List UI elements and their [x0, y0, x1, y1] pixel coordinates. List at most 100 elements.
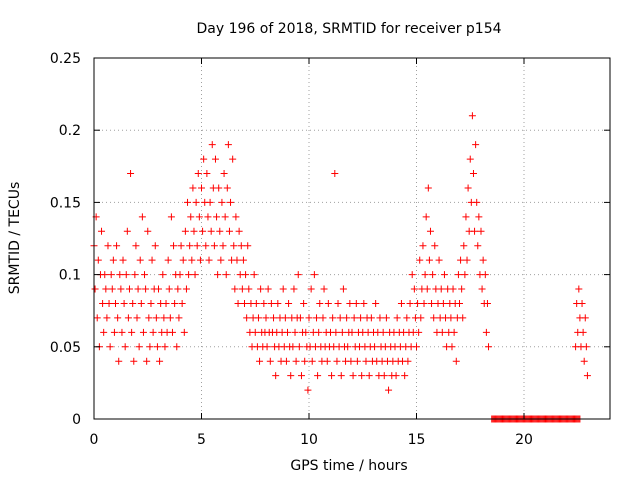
data-point: [313, 314, 321, 322]
data-point: [262, 314, 270, 322]
data-point: [133, 314, 141, 322]
data-point: [125, 285, 133, 293]
data-point: [420, 299, 428, 307]
data-point: [244, 242, 252, 250]
data-point: [124, 314, 132, 322]
data-point: [181, 227, 189, 235]
grid-layer: [94, 58, 610, 419]
data-point: [460, 242, 468, 250]
data-point: [241, 299, 248, 307]
data-point: [218, 198, 226, 206]
data-point: [439, 299, 447, 307]
data-point: [450, 328, 458, 336]
data-point: [196, 256, 204, 264]
data-point: [132, 242, 140, 250]
data-point: [252, 299, 260, 307]
data-point: [207, 227, 215, 235]
data-point: [471, 227, 479, 235]
data-point: [452, 357, 460, 365]
data-point: [403, 314, 411, 322]
data-point: [127, 170, 135, 178]
data-point: [148, 256, 156, 264]
data-point: [580, 357, 588, 365]
data-point: [344, 343, 352, 351]
data-point: [414, 299, 422, 307]
data-point: [214, 271, 222, 279]
data-point: [583, 372, 591, 380]
data-point: [284, 328, 291, 336]
data-point: [425, 256, 433, 264]
data-point: [128, 328, 136, 336]
x-tick-label: 10: [300, 432, 318, 448]
data-point: [180, 328, 188, 336]
tick-labels-layer: 0 5 10 15 20 0 0.05 0.1 0.15 0.2 0.25: [50, 51, 533, 448]
data-point: [194, 170, 202, 178]
data-point: [204, 213, 212, 221]
data-point: [116, 271, 124, 279]
x-tick-label: 20: [515, 432, 533, 448]
data-point: [186, 242, 194, 250]
data-point: [352, 299, 360, 307]
data-point: [461, 271, 469, 279]
data-point: [211, 155, 219, 163]
data-point: [458, 285, 466, 293]
data-point: [300, 299, 308, 307]
data-point: [473, 198, 481, 206]
data-point: [117, 285, 125, 293]
data-point: [281, 314, 289, 322]
data-point: [463, 256, 471, 264]
data-point: [379, 328, 387, 336]
y-tick-label: 0.05: [50, 340, 81, 356]
data-point: [239, 256, 247, 264]
data-point: [287, 372, 295, 380]
data-point: [195, 213, 203, 221]
data-point: [332, 328, 340, 336]
x-tick-label: 5: [197, 432, 206, 448]
data-point: [234, 299, 242, 307]
data-point: [222, 271, 230, 279]
data-point: [454, 271, 462, 279]
data-point: [110, 328, 118, 336]
data-point: [177, 242, 185, 250]
data-point: [305, 314, 313, 322]
data-point: [483, 299, 491, 307]
data-point: [210, 242, 218, 250]
data-point: [428, 299, 436, 307]
data-point: [360, 299, 368, 307]
data-point: [274, 299, 282, 307]
data-point: [170, 242, 178, 250]
data-point: [101, 271, 109, 279]
data-point: [250, 271, 258, 279]
data-point: [350, 314, 358, 322]
data-point: [323, 357, 331, 365]
data-point: [264, 285, 272, 293]
y-tick-label: 0.1: [59, 268, 81, 284]
data-point: [314, 372, 322, 380]
data-point: [156, 357, 164, 365]
data-point: [308, 357, 316, 365]
data-point: [581, 314, 589, 322]
data-point: [416, 256, 424, 264]
data-point: [191, 271, 199, 279]
data-point: [107, 271, 115, 279]
data-point: [429, 271, 437, 279]
data-point: [104, 242, 112, 250]
data-point: [338, 328, 346, 336]
data-point: [449, 285, 457, 293]
data-point: [130, 357, 138, 365]
data-point: [260, 299, 268, 307]
data-point: [149, 328, 157, 336]
data-point: [243, 314, 251, 322]
data-point: [336, 314, 344, 322]
data-point: [129, 299, 137, 307]
data-point: [112, 299, 119, 307]
data-point: [238, 285, 246, 293]
data-point: [106, 343, 114, 351]
data-point: [137, 299, 145, 307]
data-point: [159, 271, 167, 279]
data-point: [307, 285, 315, 293]
data-point: [220, 170, 228, 178]
data-point: [224, 141, 232, 149]
data-point: [225, 227, 233, 235]
ticks-layer: [93, 57, 610, 420]
